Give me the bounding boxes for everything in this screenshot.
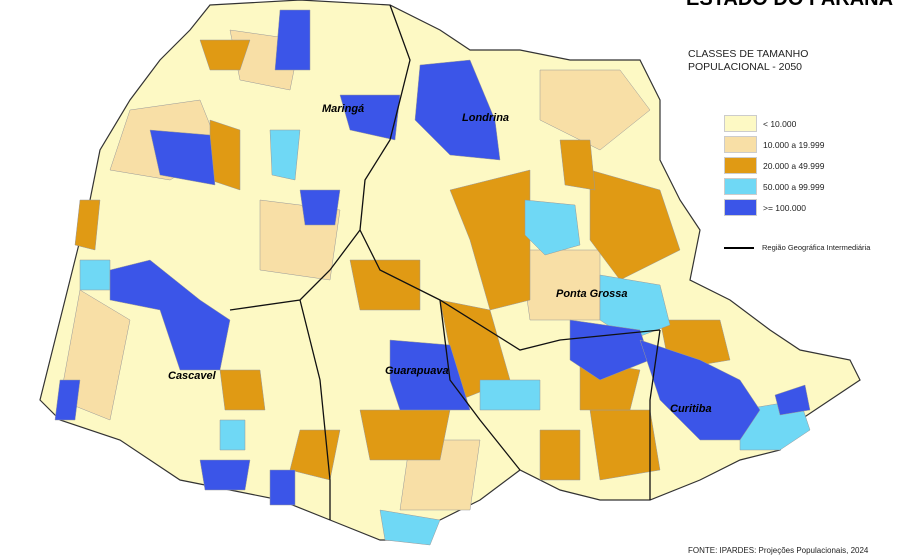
legend-item: >= 100.000 <box>724 197 824 218</box>
region-legend-label: Região Geográfica Intermediária <box>762 243 871 252</box>
municipalities <box>54 9 811 546</box>
map-title: ESTADO DO PARANÁ <box>686 0 893 11</box>
legend-title: CLASSES DE TAMANHO POPULACIONAL - 2050 <box>688 48 809 73</box>
source-note: FONTE: IPARDES: Projeções Populacionais,… <box>688 546 869 555</box>
legend-label: >= 100.000 <box>763 202 807 213</box>
legend-label: 20.000 a 49.999 <box>763 160 825 171</box>
legend-swatch <box>724 199 757 216</box>
legend-label: < 10.000 <box>763 118 797 129</box>
legend-swatch <box>724 136 757 153</box>
legend-swatch <box>724 115 757 132</box>
legend-item: < 10.000 <box>724 113 824 134</box>
legend-item: 20.000 a 49.999 <box>724 155 824 176</box>
region-legend: Região Geográfica Intermediária <box>724 243 870 252</box>
legend-label: 50.000 a 99.999 <box>763 181 825 192</box>
legend-swatch <box>724 178 757 195</box>
legend-swatch <box>724 157 757 174</box>
city-label-cascavel: Cascavel <box>168 370 217 382</box>
city-label-ponta-grossa: Ponta Grossa <box>556 288 628 300</box>
region-line-symbol <box>724 246 754 249</box>
legend-label: 10.000 a 19.999 <box>763 139 825 150</box>
city-label-maringa: Maringá <box>322 103 364 115</box>
legend: < 10.000 10.000 a 19.999 20.000 a 49.999 50… <box>724 113 824 218</box>
city-label-curitiba: Curitiba <box>670 403 712 415</box>
legend-item: 50.000 a 99.999 <box>724 176 824 197</box>
city-label-londrina: Londrina <box>462 112 509 124</box>
legend-item: 10.000 a 19.999 <box>724 134 824 155</box>
city-label-guarapuava: Guarapuava <box>385 365 449 377</box>
region-boundaries <box>229 4 661 520</box>
